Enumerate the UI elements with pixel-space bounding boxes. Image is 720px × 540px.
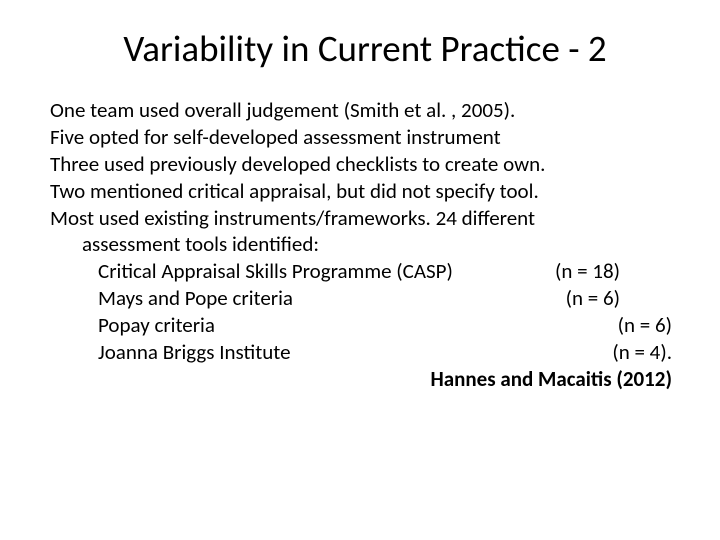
tool-label: Critical Appraisal Skills Programme (CAS… [98,258,453,285]
tool-label: Popay criteria [98,312,215,339]
slide-title: Variability in Current Practice - 2 [50,26,680,71]
tool-label: Mays and Pope criteria [98,285,293,312]
tool-label: Joanna Briggs Institute [98,339,291,366]
tool-row: Critical Appraisal Skills Programme (CAS… [50,258,680,285]
slide: Variability in Current Practice - 2 One … [0,0,720,540]
body-line: Three used previously developed checklis… [50,151,680,178]
tool-row: Mays and Pope criteria (n = 6) [50,285,680,312]
body-line: One team used overall judgement (Smith e… [50,97,680,124]
tool-count: (n = 6) [566,285,680,312]
body-line-indent: assessment tools identified: [50,231,680,258]
tool-count: (n = 6) [618,312,680,339]
tool-count: (n = 4). [612,339,680,366]
tool-row: Popay criteria (n = 6) [50,312,680,339]
body-line: Five opted for self-developed assessment… [50,124,680,151]
body-line: Most used existing instruments/framework… [50,205,680,232]
citation: Hannes and Macaitis (2012) [50,366,680,393]
tool-count: (n = 18) [555,258,680,285]
body-line: Two mentioned critical appraisal, but di… [50,178,680,205]
slide-body: One team used overall judgement (Smith e… [50,97,680,393]
tool-row: Joanna Briggs Institute (n = 4). [50,339,680,366]
